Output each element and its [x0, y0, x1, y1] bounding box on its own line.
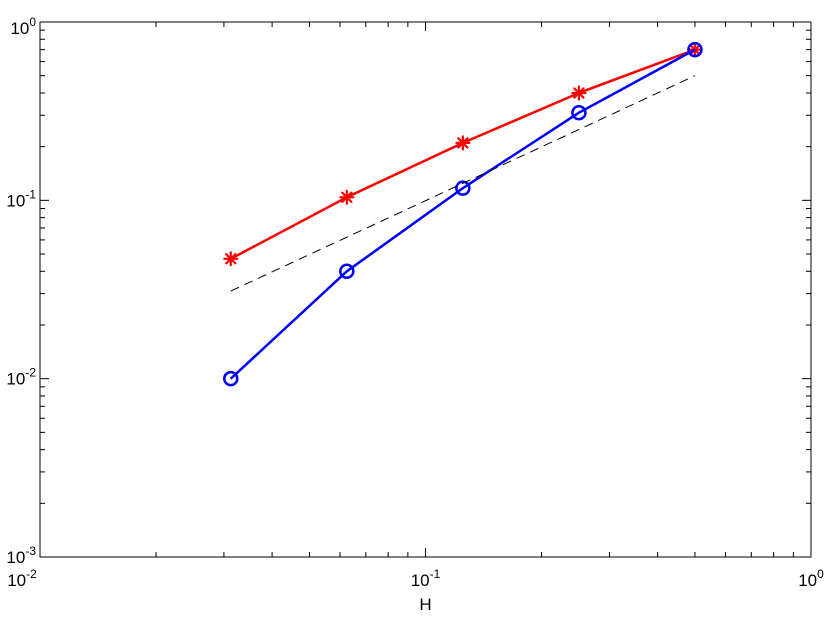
tick-label-exponent: 0	[29, 15, 36, 29]
asterisk-stroke	[341, 191, 353, 203]
tick-label-exponent: 0	[817, 567, 824, 581]
tick-label-base: 10	[6, 548, 25, 567]
series-1-line	[229, 48, 696, 380]
plot-area	[40, 22, 811, 557]
tick-label-base: 10	[411, 571, 430, 590]
x-tick-label: 100	[798, 567, 824, 590]
series-0-asterisk-marker	[455, 135, 471, 151]
tick-label-base: 10	[6, 370, 25, 389]
tick-label-exponent: -2	[26, 567, 37, 581]
asterisk-stroke	[225, 253, 237, 265]
tick-label-exponent: -2	[25, 366, 36, 380]
tick-label-exponent: -3	[25, 544, 36, 558]
x-axis-title: H	[419, 595, 431, 614]
x-tick-label: 10-1	[411, 567, 441, 590]
series-2-line	[230, 75, 696, 292]
tick-label-base: 10	[7, 571, 26, 590]
x-tick-label: 10-2	[7, 567, 37, 590]
asterisk-stroke	[573, 87, 585, 99]
tick-label-base: 10	[10, 19, 29, 38]
tick-label-base: 10	[798, 571, 817, 590]
series-0-asterisk-marker	[339, 189, 355, 205]
series-1-circle-marker	[455, 180, 471, 196]
asterisk-stroke	[457, 137, 469, 149]
y-tick-label: 10-2	[6, 366, 36, 389]
series-1-circle-marker	[223, 370, 239, 387]
series-0-asterisk-marker	[223, 251, 239, 267]
y-tick-label: 100	[10, 15, 36, 38]
plot-frame	[39, 21, 812, 558]
series-1-circle-marker	[687, 41, 703, 58]
tick-label-base: 10	[6, 191, 25, 210]
series-1-circle-marker	[571, 104, 587, 121]
series-0-asterisk-marker	[571, 85, 587, 101]
tick-label-exponent: -1	[430, 567, 441, 581]
tick-label-exponent: -1	[25, 187, 36, 201]
y-tick-label: 10-1	[6, 187, 36, 210]
y-tick-label: 10-3	[6, 544, 36, 567]
series-layer	[223, 41, 703, 387]
series-1-circle-marker	[339, 263, 355, 280]
